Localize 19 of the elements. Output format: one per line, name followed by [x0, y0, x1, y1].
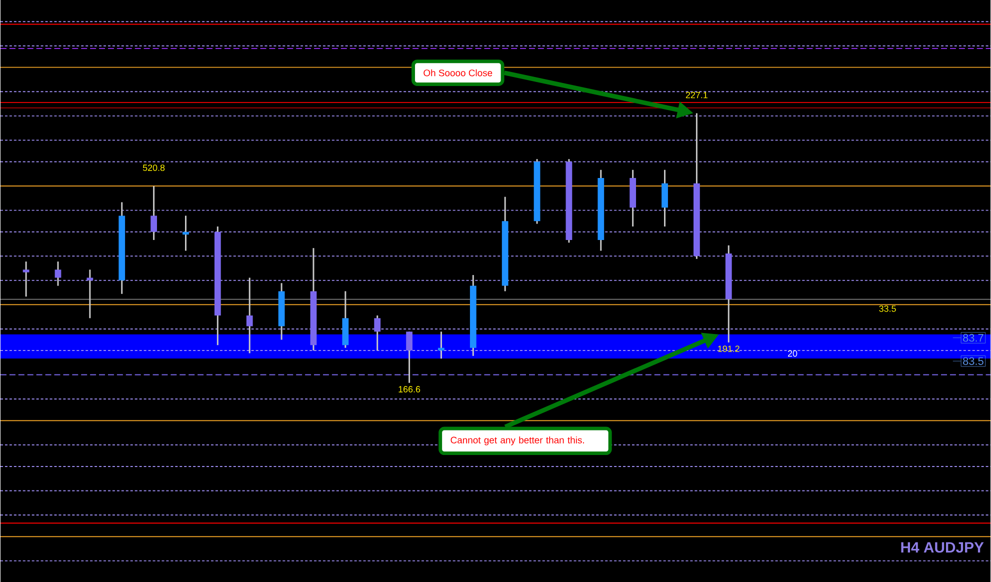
annotation: 191.2: [718, 345, 740, 352]
text: 33.5: [879, 305, 896, 312]
text: 83.7: [963, 334, 984, 342]
candlestick: [22, 260, 30, 298]
candlestick: [246, 276, 253, 354]
text: Cannot get any better than this.: [450, 436, 584, 446]
candlestick: [182, 214, 189, 252]
candlestick: [150, 185, 157, 241]
candlestick: [54, 260, 62, 286]
candlestick: [438, 330, 444, 360]
annotation: 227.1: [686, 92, 708, 98]
candlestick: [86, 268, 94, 319]
text: 83.5: [963, 357, 984, 365]
annotation: 520.8: [142, 164, 165, 171]
text: H4 AUDJPY: [901, 542, 984, 552]
candlestick: [374, 314, 381, 352]
text: Oh Soooo Close: [424, 69, 492, 76]
annotation: 166.6: [398, 386, 420, 392]
text: 20: [788, 350, 798, 356]
